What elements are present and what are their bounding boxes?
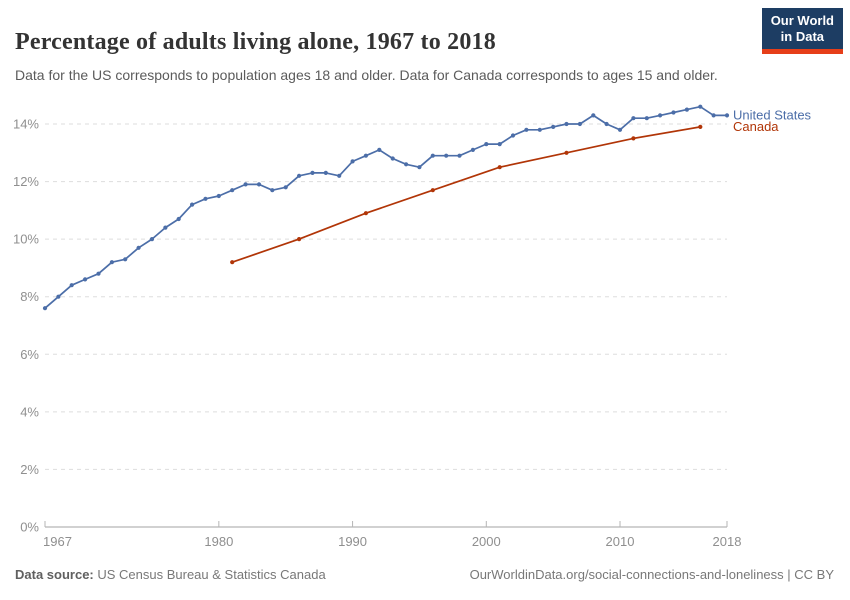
series-point-united-states-1972: [109, 260, 114, 265]
series-point-united-states-1990: [350, 159, 355, 164]
series-point-united-states-2011: [631, 116, 636, 121]
y-tick-label-4: 4%: [20, 404, 39, 419]
series-point-canada-1981: [230, 260, 235, 265]
series-point-united-states-1970: [83, 277, 88, 282]
series-point-united-states-2001: [497, 142, 502, 147]
owid-logo[interactable]: Our World in Data: [761, 8, 843, 54]
series-point-united-states-1975: [149, 237, 155, 242]
series-point-united-states-1993: [390, 156, 395, 161]
series-point-united-states-1991: [363, 153, 368, 158]
series-point-united-states-2017: [711, 113, 716, 118]
series-point-united-states-1978: [190, 202, 195, 207]
series-point-united-states-1979: [203, 196, 208, 201]
series-point-united-states-1996: [430, 153, 435, 158]
series-point-united-states-1997: [444, 153, 449, 158]
series-point-united-states-1969: [69, 283, 74, 288]
series-point-united-states-1992: [377, 147, 382, 152]
series-point-united-states-1998: [457, 153, 462, 158]
x-tick-label-1980: 1980: [204, 534, 233, 549]
series-point-united-states-2003: [524, 127, 529, 132]
x-tick-label-2000: 2000: [472, 534, 501, 549]
series-point-united-states-2012: [644, 116, 649, 121]
chart-footer: Data source: US Census Bureau & Statisti…: [15, 567, 834, 582]
chart-subtitle: Data for the US corresponds to populatio…: [15, 67, 718, 83]
x-tick-label-1990: 1990: [338, 534, 367, 549]
data-source: Data source: US Census Bureau & Statisti…: [15, 567, 326, 582]
series-line-united-states[interactable]: [44, 105, 728, 310]
series-point-united-states-1988: [323, 170, 328, 175]
series-point-united-states-1987: [310, 170, 315, 175]
series-point-united-states-1999: [470, 147, 475, 152]
series-point-united-states-2016: [698, 104, 703, 109]
x-tick-label-2010: 2010: [606, 534, 635, 549]
data-source-value: US Census Bureau & Statistics Canada: [93, 567, 326, 582]
series-point-united-states-1984: [270, 188, 275, 193]
series-point-united-states-1968: [56, 294, 61, 299]
series-point-united-states-1977: [176, 216, 181, 222]
y-tick-label-8: 8%: [20, 289, 39, 304]
series-point-canada-2006: [564, 150, 569, 155]
x-tick-label-2018: 2018: [713, 534, 742, 549]
series-point-united-states-1995: [417, 165, 422, 170]
series-point-canada-2016: [698, 124, 703, 129]
series-point-united-states-2018: [724, 113, 730, 118]
data-source-label: Data source:: [15, 567, 94, 582]
series-point-united-states-1994: [404, 162, 409, 167]
series-end-label-canada[interactable]: Canada: [733, 119, 779, 134]
series-point-united-states-2013: [658, 113, 663, 118]
series-point-united-states-1973: [123, 257, 128, 262]
series-point-united-states-1974: [136, 245, 141, 250]
series-point-canada-2011: [631, 136, 636, 141]
series-point-united-states-1982: [243, 182, 248, 187]
series-point-united-states-1985: [283, 185, 288, 190]
series-point-united-states-1971: [96, 271, 101, 276]
attribution-link[interactable]: OurWorldinData.org/social-connections-an…: [469, 567, 834, 582]
series-point-canada-2001: [497, 165, 502, 170]
owid-logo-line1: Our World: [770, 13, 834, 28]
series-point-united-states-1981: [230, 188, 235, 193]
series-point-united-states-1976: [163, 225, 168, 230]
series-point-united-states-1983: [256, 182, 262, 187]
series-point-united-states-1980: [216, 193, 221, 199]
series-point-united-states-2008: [591, 113, 596, 118]
series-point-united-states-2004: [537, 127, 542, 132]
series-point-canada-1996: [430, 188, 435, 193]
series-point-canada-1986: [297, 237, 302, 242]
owid-logo-line2: in Data: [780, 29, 825, 44]
series-point-united-states-2014: [671, 110, 676, 115]
series-point-united-states-2005: [551, 124, 556, 129]
series-line-canada[interactable]: [231, 126, 702, 264]
series-point-united-states-2000: [484, 142, 489, 147]
y-tick-label-6: 6%: [20, 347, 39, 362]
series-point-united-states-2009: [604, 121, 609, 127]
y-tick-label-10: 10%: [13, 232, 39, 247]
series-point-united-states-2006: [564, 121, 569, 127]
series-point-united-states-1986: [297, 173, 302, 178]
x-tick-label-1967: 1967: [43, 534, 72, 549]
y-tick-label-0: 0%: [20, 520, 39, 535]
page-title: Percentage of adults living alone, 1967 …: [15, 29, 496, 56]
series-point-united-states-1989: [337, 173, 342, 178]
y-tick-label-14: 14%: [13, 117, 39, 132]
y-tick-label-2: 2%: [20, 462, 39, 477]
y-tick-label-12: 12%: [13, 174, 39, 189]
series-point-united-states-1967: [42, 306, 48, 311]
series-point-united-states-2007: [577, 121, 583, 127]
series-end-label-united-states[interactable]: United States: [733, 107, 812, 122]
series-point-united-states-2010: [617, 127, 623, 132]
series-point-canada-1991: [363, 211, 368, 216]
series-point-united-states-2002: [510, 133, 516, 138]
series-point-united-states-2015: [684, 107, 690, 112]
